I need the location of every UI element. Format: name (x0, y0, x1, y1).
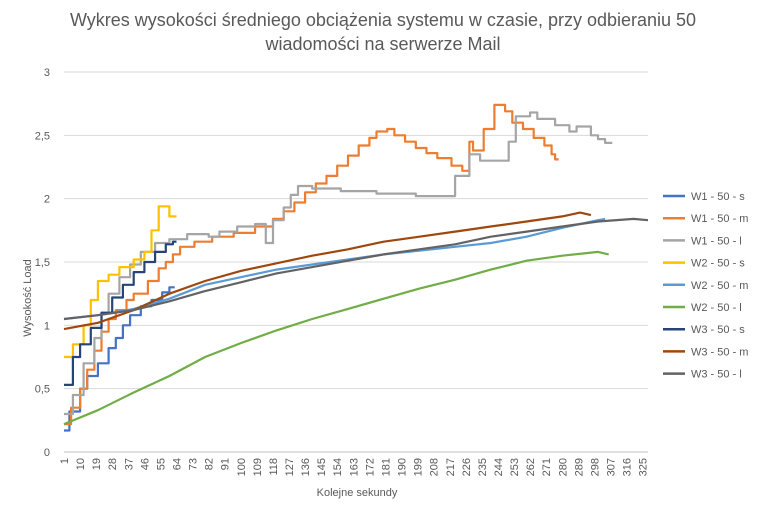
x-tick-label: 64 (172, 458, 184, 470)
series-line-1 (64, 286, 175, 432)
y-tick-label: 2,5 (35, 130, 50, 142)
x-tick-label: 172 (364, 458, 376, 476)
x-tick-label: 271 (541, 458, 553, 476)
x-tick-label: 91 (220, 458, 232, 470)
x-tick-label: 127 (284, 458, 296, 476)
chart-title-line-2: wiadomości na serwerze Mail (265, 34, 501, 54)
x-tick-label: 253 (509, 458, 521, 476)
x-tick-label: 226 (461, 458, 473, 476)
series-line-4 (64, 205, 177, 359)
legend-label: W3 - 50 - m (691, 346, 748, 358)
legend-label: W2 - 50 - s (691, 258, 745, 270)
legend: W1 - 50 - s W1 - 50 - m W1 - 50 - l W2 - 50… (663, 191, 748, 381)
x-tick-label: 190 (397, 458, 409, 476)
y-axis-label: Wysokość Load (22, 259, 34, 337)
y-tick-label: 2 (44, 194, 50, 206)
chart-title-line-1: Wykres wysokości średniego obciążenia sy… (69, 10, 697, 30)
x-tick-label: 136 (300, 458, 312, 476)
x-tick-label: 19 (91, 458, 103, 470)
x-tick-label: 46 (139, 458, 151, 470)
x-tick-label: 37 (123, 458, 135, 470)
x-tick-label: 235 (477, 458, 489, 476)
x-tick-label: 289 (573, 458, 585, 476)
x-tick-label: 145 (316, 458, 328, 476)
x-tick-label: 10 (75, 458, 87, 470)
legend-label: W3 - 50 - l (691, 369, 742, 381)
series-line-5 (63, 217, 606, 321)
x-tick-label: 316 (622, 458, 634, 476)
x-tick-label: 181 (380, 458, 392, 476)
y-tick-label: 0,5 (35, 384, 50, 396)
x-tick-label: 109 (252, 458, 264, 476)
x-tick-label: 55 (155, 458, 167, 470)
x-tick-label: 262 (525, 458, 537, 476)
x-tick-label: 163 (348, 458, 360, 476)
legend-label: W2 - 50 - m (691, 280, 748, 292)
x-tick-label: 307 (605, 458, 617, 476)
series-group (63, 103, 649, 432)
x-tick-label: 73 (188, 458, 200, 470)
x-tick-label: 100 (236, 458, 248, 476)
legend-label: W1 - 50 - l (691, 235, 742, 247)
series-line-2 (64, 103, 559, 426)
series-line-8 (63, 211, 592, 331)
y-tick-label: 3 (44, 67, 50, 79)
y-tick-label: 0 (44, 447, 50, 459)
series-line-9 (63, 217, 649, 321)
series-line-6 (63, 250, 609, 426)
x-tick-label: 28 (107, 458, 119, 470)
x-tick-label: 217 (445, 458, 457, 476)
x-tick-label: 298 (589, 458, 601, 476)
y-axis-ticks: 0 0,5 1 1,5 2 2,5 3 (35, 67, 50, 459)
x-tick-label: 199 (413, 458, 425, 476)
x-tick-label: 244 (493, 458, 505, 476)
x-axis-ticks: 1 10 19 28 37 46 55 64 73 82 91 100 109 118 127 136 145 1… (59, 458, 650, 476)
x-axis-label: Kolejne sekundy (317, 487, 398, 499)
grid (64, 71, 648, 453)
x-tick-label: 82 (204, 458, 216, 470)
legend-label: W1 - 50 - s (691, 191, 745, 203)
x-tick-label: 208 (429, 458, 441, 476)
x-tick-label: 1 (59, 458, 71, 464)
x-tick-label: 154 (332, 458, 344, 476)
legend-label: W2 - 50 - l (691, 302, 742, 314)
legend-label: W3 - 50 - s (691, 324, 745, 336)
y-tick-label: 1,5 (35, 257, 50, 269)
series-line-7 (64, 240, 177, 386)
series-line-3 (64, 111, 613, 416)
x-tick-label: 118 (268, 458, 280, 476)
y-tick-label: 1 (44, 320, 50, 332)
x-tick-label: 280 (557, 458, 569, 476)
x-tick-label: 325 (638, 458, 650, 476)
legend-label: W1 - 50 - m (691, 213, 748, 225)
